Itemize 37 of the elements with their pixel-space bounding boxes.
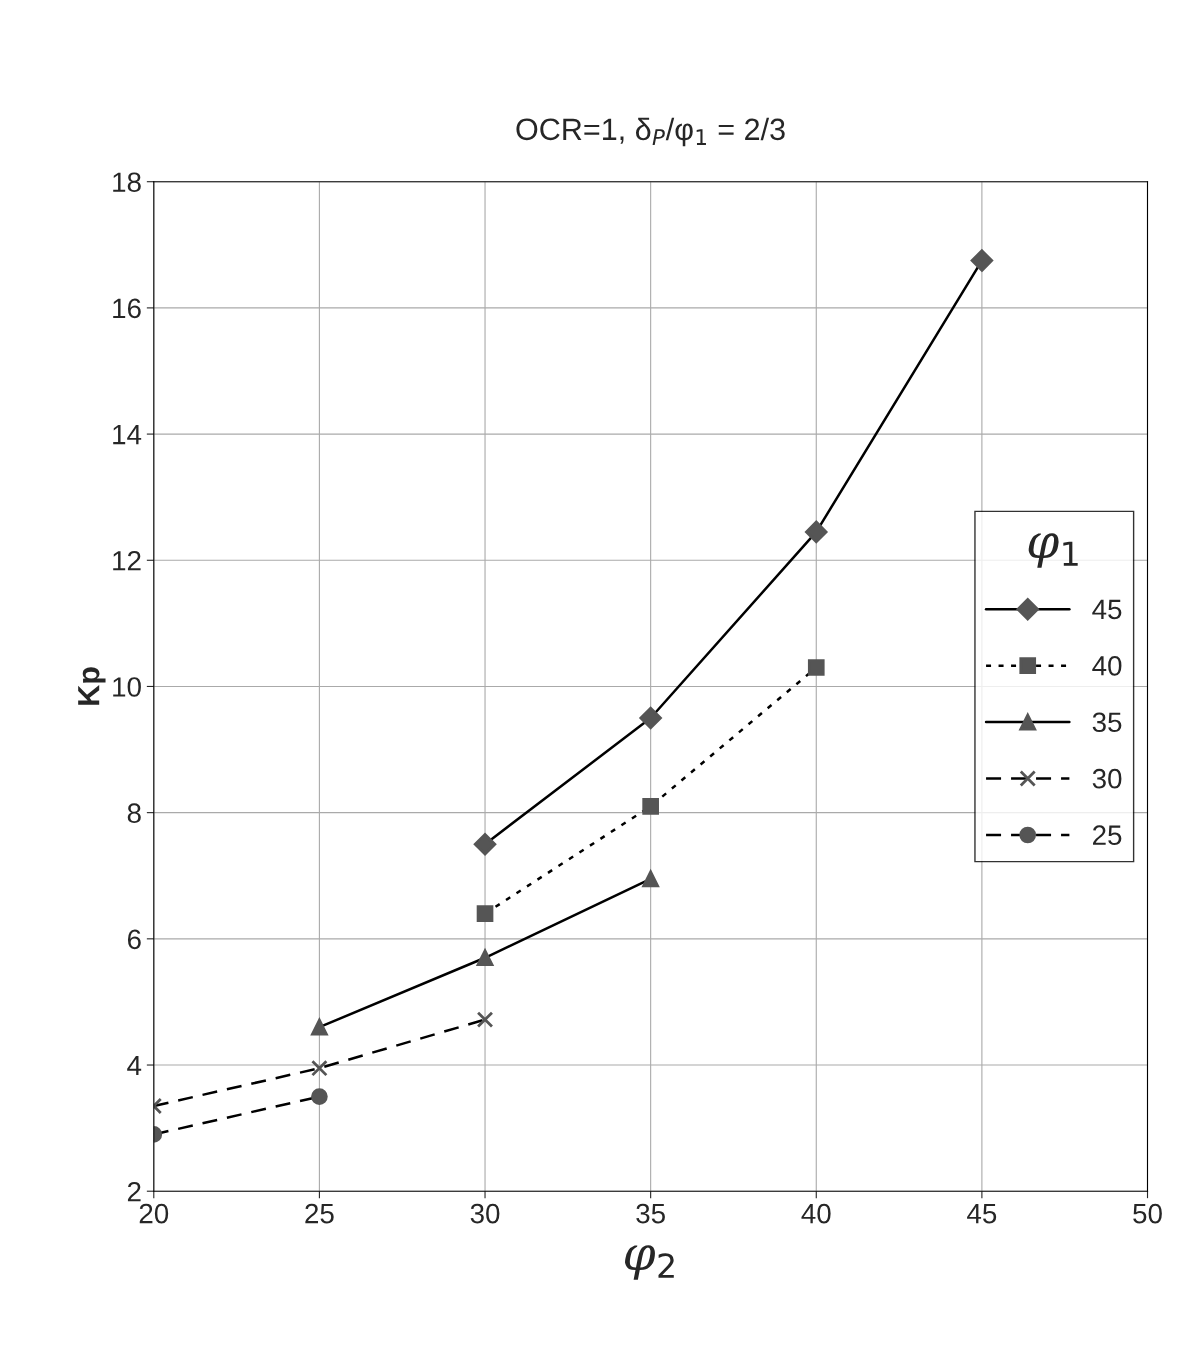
x-tick-label: 30 — [470, 1203, 500, 1224]
y-tick-label: 4 — [127, 1055, 142, 1076]
x-tick-label: 35 — [636, 1203, 665, 1224]
point — [642, 870, 659, 888]
x-axis-title: φ$_{2}$ — [625, 1245, 674, 1280]
y-tick-label: 12 — [113, 550, 141, 571]
point — [476, 1011, 494, 1028]
y-tick-label: 10 — [113, 677, 141, 697]
point — [311, 1018, 328, 1036]
x-tick-label: 25 — [305, 1203, 334, 1224]
point — [642, 798, 659, 815]
y-axis-title: Kp — [78, 667, 106, 705]
y-tick-label: 6 — [127, 929, 141, 950]
point — [639, 706, 662, 730]
legend-label: 25 — [1093, 825, 1122, 845]
point — [805, 520, 828, 544]
legend-label: 40 — [1092, 655, 1122, 676]
legend-label: 45 — [1092, 599, 1122, 620]
y-tick-label: 14 — [113, 425, 142, 445]
point — [970, 249, 994, 272]
x-tick-label: 40 — [801, 1203, 831, 1224]
chart-title: OCR=1, δ$_{P}$/φ$_{1}$ = 2/3 — [516, 117, 785, 147]
point — [311, 1059, 328, 1077]
point — [807, 659, 825, 676]
y-tick-label: 8 — [127, 803, 141, 823]
legend-label: 35 — [1092, 712, 1122, 733]
y-tick-label: 18 — [113, 172, 141, 193]
y-tick-label: 16 — [113, 298, 141, 319]
x-tick-label: 50 — [1133, 1203, 1162, 1224]
legend-title: φ$_{1}$ — [1028, 533, 1078, 568]
y-tick-label: 2 — [127, 1181, 141, 1202]
x-tick-label: 20 — [139, 1203, 169, 1224]
x-tick-label: 45 — [967, 1204, 997, 1224]
point — [476, 949, 494, 967]
legend-label: 30 — [1092, 768, 1122, 789]
point — [476, 905, 494, 922]
point — [473, 832, 497, 856]
